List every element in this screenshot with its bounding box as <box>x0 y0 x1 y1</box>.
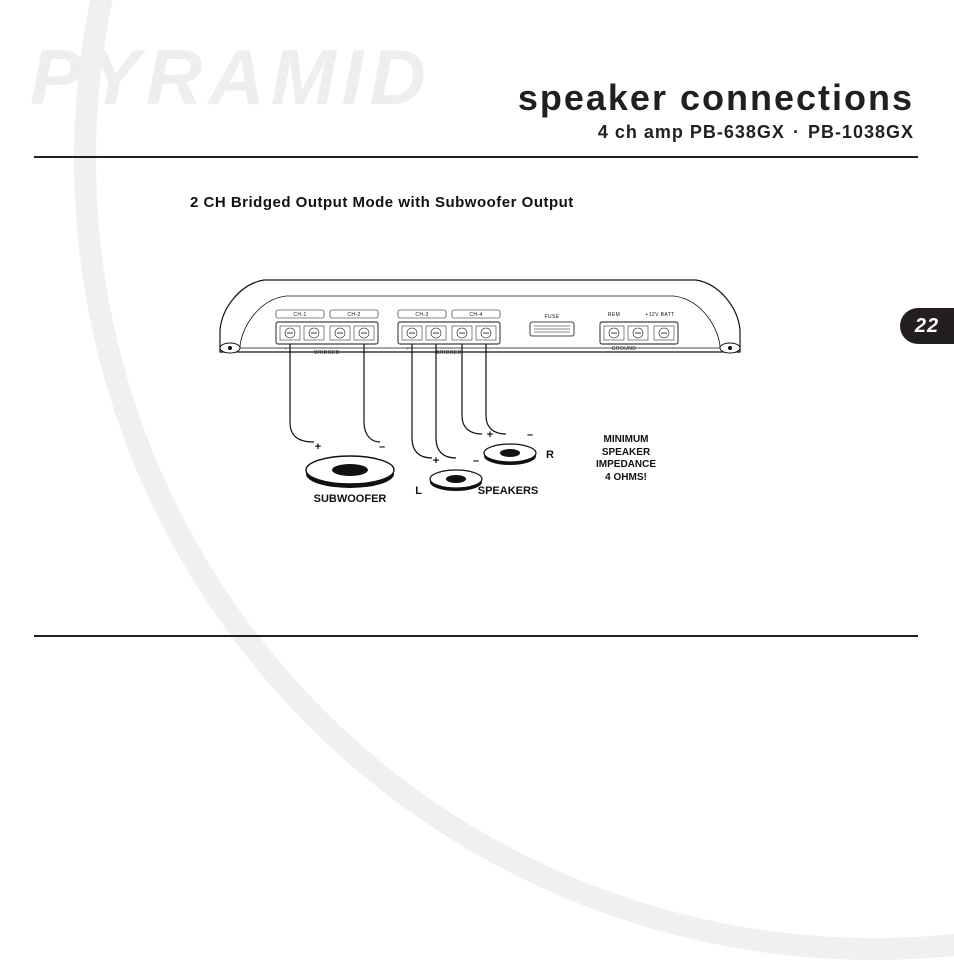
sub-plus: + <box>315 441 321 453</box>
l-plus: + <box>433 455 439 467</box>
amp-ch4-label: CH-4 <box>469 312 482 318</box>
svg-text:+: + <box>407 346 410 351</box>
rule-bottom <box>34 635 918 637</box>
left-label: L <box>415 485 422 497</box>
mode-heading: 2 CH Bridged Output Mode with Subwoofer … <box>190 194 574 211</box>
rule-top <box>34 156 918 158</box>
amp-ch1-label: CH-1 <box>293 312 306 318</box>
page-number: 22 <box>915 315 939 338</box>
model-separator: · <box>785 122 808 142</box>
right-label: R <box>546 449 554 461</box>
wiring-diagram: CH-1 CH-2 CH-3 CH-4 + - BRIDGED <box>200 268 760 548</box>
rem-label: REM <box>608 312 620 318</box>
right-speaker-icon: + – <box>484 429 536 465</box>
batt-label: +12V BATT <box>645 312 674 318</box>
bridged-label-1: BRIDGED <box>314 350 340 356</box>
svg-text:+: + <box>285 346 288 351</box>
subwoofer-icon: + – <box>306 441 394 488</box>
subwoofer-label: SUBWOOFER <box>314 493 387 505</box>
speakers-label: SPEAKERS <box>478 485 539 497</box>
impedance-l4: 4 OHMS! <box>596 472 656 485</box>
bridged-label-2: BRIDGED <box>436 350 462 356</box>
l-minus: – <box>473 455 479 467</box>
impedance-note: MINIMUM SPEAKER IMPEDANCE 4 OHMS! <box>596 434 656 484</box>
r-minus: – <box>527 429 533 441</box>
model-a: PB-638GX <box>690 122 785 142</box>
amp-ch3-label: CH-3 <box>415 312 428 318</box>
left-speaker-icon: + – <box>430 455 482 491</box>
page-title: speaker connections <box>518 80 914 116</box>
power-block <box>604 326 674 340</box>
amp-ch2-label: CH-2 <box>347 312 360 318</box>
page: PYRAMID speaker connections 4 ch amp PB-… <box>0 0 954 661</box>
impedance-l1: MINIMUM <box>596 434 656 447</box>
model-b: PB-1038GX <box>808 122 914 142</box>
r-plus: + <box>487 429 493 441</box>
sub-minus: – <box>379 441 385 453</box>
impedance-l2: SPEAKER <box>596 447 656 460</box>
subtitle-prefix: 4 ch amp <box>598 122 690 142</box>
ground-label: GROUND <box>612 346 637 352</box>
fuse-label: FUSE <box>545 314 560 320</box>
page-subtitle: 4 ch amp PB-638GX·PB-1038GX <box>518 122 914 143</box>
page-number-badge: 22 <box>900 308 954 344</box>
brand-watermark: PYRAMID <box>30 38 432 116</box>
impedance-l3: IMPEDANCE <box>596 459 656 472</box>
page-header: speaker connections 4 ch amp PB-638GX·PB… <box>518 80 914 143</box>
